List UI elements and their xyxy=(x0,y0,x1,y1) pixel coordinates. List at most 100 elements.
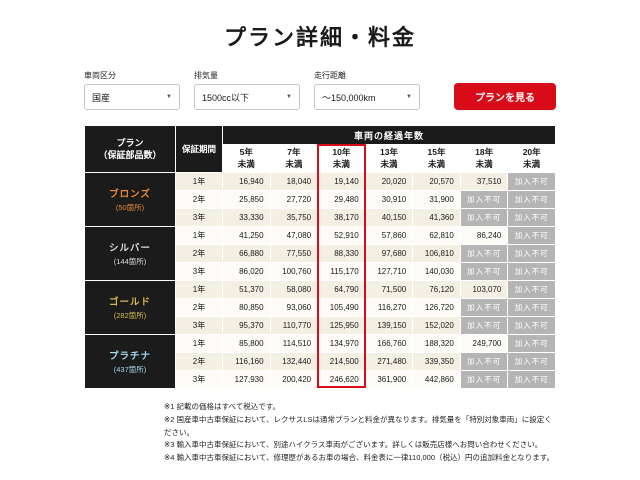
price-cell: 116,270 xyxy=(365,299,413,316)
footnote: ※1 記載の価格はすべて税込です。 xyxy=(164,402,280,411)
price-cell: 38,170 xyxy=(318,209,365,226)
table-row: 3年 33,330 35,750 38,170 40,150 41,360 加入不可 加入不可 xyxy=(85,209,555,226)
unavailable-cell: 加入不可 xyxy=(508,209,555,226)
price-cell: 339,350 xyxy=(413,353,460,370)
warranty-period-cell: 1年 xyxy=(176,173,222,190)
table-row: 2年 25,850 27,720 29,480 30,910 31,900 加入不可 加入不可 xyxy=(85,191,555,208)
age-column-header: 13年 未満 xyxy=(365,145,413,172)
filter-mileage: 走行距離 ～150,000km ▼ xyxy=(314,70,420,110)
price-cell: 249,700 xyxy=(460,335,508,352)
table-row: 2年 66,880 77,550 88,330 97,680 106,810 加入不可 加入不… xyxy=(85,245,555,262)
price-cell: 80,850 xyxy=(223,299,270,316)
table-row: 3年 95,370 110,770 125,950 139,150 152,020 加入不可… xyxy=(85,317,555,334)
vehicle-category-label: 車両区分 xyxy=(84,71,116,80)
unavailable-cell: 加入不可 xyxy=(460,371,508,388)
price-table-wrap: プラン （保証部品数） 保証期間 車両の経過年数 5年 未満 7年 未満 10年 未満 13… xyxy=(84,125,556,389)
age-column-header: 7年 未満 xyxy=(270,145,318,172)
unavailable-cell: 加入不可 xyxy=(460,245,508,262)
price-cell: 139,150 xyxy=(365,317,413,334)
mileage-label: 走行距離 xyxy=(314,71,346,80)
plan-name: ブロンズ xyxy=(109,189,151,200)
mileage-value: ～150,000km xyxy=(322,92,376,103)
price-cell: 30,910 xyxy=(365,191,413,208)
price-cell: 125,950 xyxy=(318,317,365,334)
price-cell: 41,250 xyxy=(223,227,270,244)
price-cell: 47,080 xyxy=(270,227,318,244)
warranty-period-cell: 3年 xyxy=(176,263,222,280)
vehicle-category-select[interactable]: 国産 ▼ xyxy=(84,84,180,110)
price-cell: 16,940 xyxy=(223,173,270,190)
unavailable-cell: 加入不可 xyxy=(508,335,555,352)
price-cell: 58,080 xyxy=(270,281,318,298)
price-cell: 27,720 xyxy=(270,191,318,208)
table-row: プラチナ (437箇所) 1年 85,800 114,510 134,970 166,760… xyxy=(85,335,555,388)
price-cell: 19,140 xyxy=(318,173,365,190)
filter-vehicle-category: 車両区分 国産 ▼ xyxy=(84,70,180,110)
price-cell: 64,790 xyxy=(318,281,365,298)
price-cell: 20,020 xyxy=(365,173,413,190)
plan-parts-count: (50箇所) xyxy=(115,203,145,212)
age-column-header: 5年 未満 xyxy=(223,145,270,172)
price-cell: 105,490 xyxy=(318,299,365,316)
price-cell: 246,620 xyxy=(318,371,365,388)
price-cell: 66,880 xyxy=(223,245,270,262)
price-cell: 62,810 xyxy=(413,227,460,244)
table-row: ゴールド (282箇所) 1年 51,370 58,080 64,790 71,500 76,… xyxy=(85,281,555,334)
price-cell: 200,420 xyxy=(270,371,318,388)
price-cell: 115,170 xyxy=(318,263,365,280)
price-cell: 100,760 xyxy=(270,263,318,280)
table-row: 2年 80,850 93,060 105,490 116,270 126,720 加入不可加… xyxy=(85,299,555,316)
price-cell: 52,910 xyxy=(318,227,365,244)
price-cell: 93,060 xyxy=(270,299,318,316)
price-cell: 166,760 xyxy=(365,335,413,352)
price-cell: 20,570 xyxy=(413,173,460,190)
plan-name-cell: ブロンズ (50箇所) xyxy=(85,173,175,226)
warranty-period-cell: 1年 xyxy=(176,281,222,298)
warranty-period-cell: 2年 xyxy=(176,191,222,208)
price-cell: 442,860 xyxy=(413,371,460,388)
unavailable-cell: 加入不可 xyxy=(508,353,555,370)
price-cell: 25,850 xyxy=(223,191,270,208)
price-cell: 86,020 xyxy=(223,263,270,280)
price-cell: 126,720 xyxy=(413,299,460,316)
warranty-period-cell: 3年 xyxy=(176,209,222,226)
price-cell: 134,970 xyxy=(318,335,365,352)
footnotes: ※1 記載の価格はすべて税込です。 ※2 国産車中古車保証において、レクサスLS… xyxy=(164,401,556,465)
unavailable-cell: 加入不可 xyxy=(508,191,555,208)
plan-parts-count: (437箇所) xyxy=(113,365,147,374)
warranty-period-cell: 1年 xyxy=(176,335,222,352)
main-content: 車両区分 国産 ▼ 排気量 1500cc以下 ▼ 走行距離 ～150,000km… xyxy=(84,70,556,465)
plan-column-header: プラン （保証部品数） xyxy=(85,126,175,172)
plan-name-cell: ゴールド (282箇所) xyxy=(85,281,175,334)
price-cell: 37,510 xyxy=(460,173,508,190)
displacement-label: 排気量 xyxy=(194,71,218,80)
displacement-select[interactable]: 1500cc以下 ▼ xyxy=(194,84,300,110)
age-column-header: 10年 未満 xyxy=(318,145,365,172)
chevron-down-icon: ▼ xyxy=(286,94,292,100)
price-cell: 106,810 xyxy=(413,245,460,262)
unavailable-cell: 加入不可 xyxy=(508,227,555,244)
view-plan-button[interactable]: プランを見る xyxy=(454,83,556,110)
unavailable-cell: 加入不可 xyxy=(460,353,508,370)
mileage-select[interactable]: ～150,000km ▼ xyxy=(314,84,420,110)
age-column-header: 18年 未満 xyxy=(460,145,508,172)
table-row: ブロンズ (50箇所) 1年 16,940 18,040 19,140 20,020 20,5… xyxy=(85,173,555,226)
price-cell: 127,710 xyxy=(365,263,413,280)
unavailable-cell: 加入不可 xyxy=(508,299,555,316)
price-cell: 86,240 xyxy=(460,227,508,244)
price-cell: 188,320 xyxy=(413,335,460,352)
table-row: 2年 116,160 132,440 214,500 271,480 339,350 加入不… xyxy=(85,353,555,370)
chevron-down-icon: ▼ xyxy=(406,94,412,100)
warranty-period-cell: 3年 xyxy=(176,317,222,334)
price-cell: 57,860 xyxy=(365,227,413,244)
price-cell: 35,750 xyxy=(270,209,318,226)
unavailable-cell: 加入不可 xyxy=(460,263,508,280)
unavailable-cell: 加入不可 xyxy=(460,191,508,208)
displacement-value: 1500cc以下 xyxy=(202,92,250,103)
price-cell: 132,440 xyxy=(270,353,318,370)
plan-name: プラチナ xyxy=(108,351,151,362)
unavailable-cell: 加入不可 xyxy=(460,299,508,316)
price-table: プラン （保証部品数） 保証期間 車両の経過年数 5年 未満 7年 未満 10年 未満 13… xyxy=(84,125,556,389)
page-title: プラン詳細・料金 xyxy=(223,25,416,50)
price-cell: 95,370 xyxy=(223,317,270,334)
